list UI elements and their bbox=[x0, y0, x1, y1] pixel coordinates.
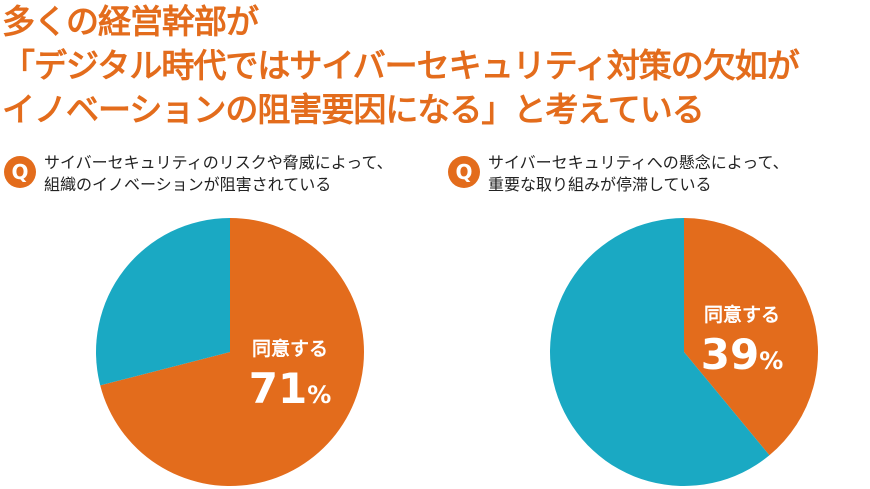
question-1-text: サイバーセキュリティのリスクや脅威によって、 組織のイノベーションが阻害されてい… bbox=[44, 152, 393, 196]
pie-2-slice-agree bbox=[684, 218, 818, 456]
headline-line-3: イノベーションの阻害要因になる」と考えている bbox=[2, 90, 705, 129]
pie-1-agree-label: 同意する bbox=[252, 337, 328, 360]
question-1-line-1: サイバーセキュリティのリスクや脅威によって、 bbox=[44, 153, 393, 172]
question-2-line-2: 重要な取り組みが停滞している bbox=[488, 175, 712, 194]
pie-1-slice-agree bbox=[100, 218, 365, 487]
question-badge-icon: Q bbox=[4, 156, 36, 188]
pie-2-agree-label: 同意する bbox=[704, 303, 780, 326]
question-badge-icon: Q bbox=[448, 156, 480, 188]
headline-line-1: 多くの経営幹部が bbox=[2, 2, 259, 41]
pie-2-agree-percent: 39% bbox=[701, 330, 784, 379]
pie-2-slice-other bbox=[549, 218, 770, 486]
pie-1-agree-unit: % bbox=[307, 381, 331, 409]
pie-2-agree-unit: % bbox=[759, 347, 783, 375]
question-1-line-2: 組織のイノベーションが阻害されている bbox=[44, 175, 332, 194]
pie-1-agree-value: 71 bbox=[249, 364, 307, 413]
pie-1-slice-other bbox=[96, 218, 230, 386]
headline: 多くの経営幹部が 「デジタル時代ではサイバーセキュリティ対策の欠如が イノベーシ… bbox=[2, 0, 868, 132]
pie-1-agree-percent: 71% bbox=[249, 364, 332, 413]
pie-2-agree-value: 39 bbox=[701, 330, 759, 379]
question-2-line-1: サイバーセキュリティへの懸念によって、 bbox=[488, 153, 789, 172]
headline-line-2: 「デジタル時代ではサイバーセキュリティ対策の欠如が bbox=[2, 46, 800, 85]
question-2-text: サイバーセキュリティへの懸念によって、 重要な取り組みが停滞している bbox=[488, 152, 789, 196]
